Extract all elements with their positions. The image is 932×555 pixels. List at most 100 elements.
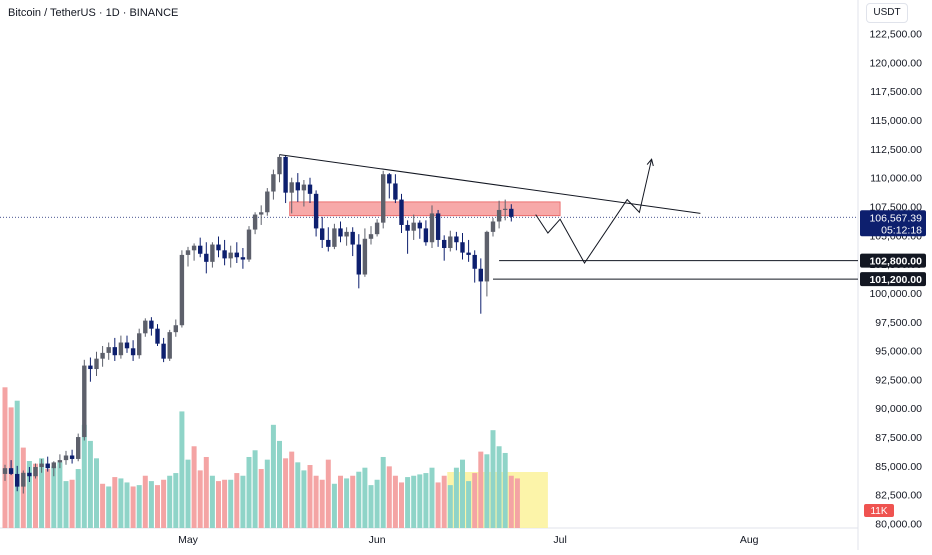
volume-bar [100, 483, 106, 528]
volume-bar [112, 477, 118, 528]
resistance-zone[interactable] [289, 201, 561, 217]
volume-badge [864, 504, 894, 517]
candle-body [448, 236, 453, 249]
price-tick-label: 110,000.00 [870, 173, 922, 185]
candle-body [130, 348, 136, 356]
candle-body [124, 342, 130, 349]
candle-body [179, 254, 185, 326]
candle-body [228, 252, 233, 259]
volume-bar [460, 459, 465, 528]
volume-bar [209, 475, 215, 528]
chart-title: Bitcoin / TetherUS · 1D · BINANCE [8, 7, 179, 19]
projection-arrow-head [646, 158, 654, 167]
volume-bar [447, 485, 453, 528]
candle-body [399, 199, 404, 225]
candle-body [307, 184, 313, 194]
volume-bar [508, 475, 514, 528]
volume-bar [185, 459, 191, 528]
volume-bar [472, 473, 478, 528]
candle-body [289, 182, 294, 193]
candle-body [185, 250, 191, 255]
candle-body [374, 222, 380, 235]
volume-bar [69, 479, 75, 528]
last-price-label: 106,567.39 [869, 212, 922, 224]
volume-bar [423, 473, 429, 528]
candle-body [222, 250, 227, 259]
price-tick-label: 85,000.00 [875, 461, 922, 473]
price-tick-label: 122,500.00 [869, 29, 922, 41]
volume-bar [484, 454, 490, 528]
candle-body [381, 174, 386, 223]
candle-body [39, 463, 44, 468]
volume-bar [45, 469, 51, 528]
time-tick-label: Aug [740, 534, 759, 546]
candle-body [295, 182, 300, 191]
candle-body [344, 231, 349, 237]
price-tick-label: 117,500.00 [870, 86, 922, 98]
candle-body [94, 358, 99, 370]
volume-bar [478, 451, 484, 528]
volume-bar [435, 482, 441, 528]
volume-bar [514, 478, 520, 528]
candle-body [33, 467, 38, 477]
candle-body [240, 257, 246, 260]
candle-body [137, 333, 142, 356]
candle-body [63, 455, 69, 461]
volume-bar [453, 467, 459, 528]
volume-bar [130, 486, 136, 528]
plot-background [0, 0, 858, 528]
volume-bar [264, 459, 270, 528]
candle-body [100, 352, 105, 359]
candle-body [368, 234, 374, 239]
volume-badge-label: 11K [870, 506, 887, 517]
time-tick-label: Jul [553, 534, 566, 546]
candle-body [106, 347, 111, 353]
candle-body [301, 184, 307, 191]
volume-bar [26, 461, 32, 528]
candle-body [423, 228, 429, 243]
candle-body [387, 174, 392, 184]
candle-body [277, 156, 282, 175]
volume-bar [124, 482, 130, 528]
volume-bar [136, 485, 142, 528]
volume-bar [173, 473, 179, 528]
candle-body [69, 455, 75, 459]
candle-body [350, 231, 355, 245]
volume-bar [216, 481, 221, 528]
candle-body [191, 245, 197, 251]
candle-body [472, 254, 477, 269]
candle-body [478, 268, 483, 282]
candle-body [21, 472, 26, 487]
volume-bar [203, 456, 209, 528]
volume-bar [356, 471, 362, 528]
trendline[interactable] [279, 154, 701, 214]
candle-body [76, 437, 81, 459]
volume-bar [167, 475, 173, 528]
volume-bar [399, 482, 404, 528]
candle-body [173, 325, 178, 333]
volume-bar [374, 479, 380, 528]
volume-bar [368, 485, 374, 528]
projection-path[interactable] [535, 159, 653, 264]
candle-body [496, 209, 502, 222]
volume-bar [81, 424, 87, 528]
candle-body [460, 242, 465, 253]
volume-bar [51, 466, 57, 528]
volume-bar [350, 475, 356, 528]
volume-bar [161, 479, 167, 528]
candle-body [332, 228, 337, 247]
level-price-badge [860, 272, 926, 287]
volume-bar [106, 486, 112, 528]
candle-body [454, 236, 459, 243]
volume-bar [289, 451, 295, 528]
volume-bar [429, 467, 435, 528]
volume-bar [57, 462, 63, 528]
candle-body [15, 473, 20, 487]
currency-selector[interactable]: USDT [866, 3, 908, 23]
candle-body [405, 224, 410, 231]
candle-body [338, 228, 343, 237]
candle-body [503, 208, 508, 210]
volume-bar [362, 467, 368, 528]
